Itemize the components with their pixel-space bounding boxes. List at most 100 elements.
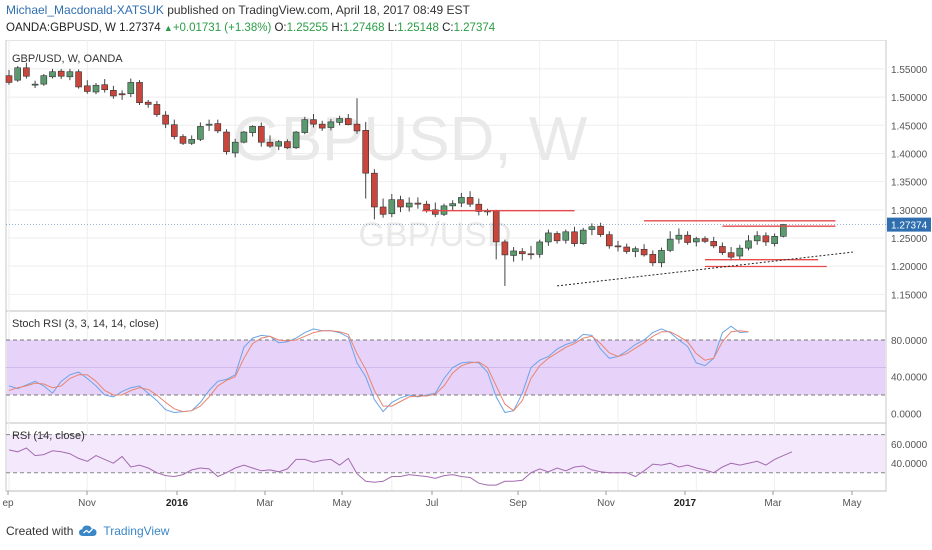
candle-body — [75, 71, 82, 88]
candle-body — [527, 253, 535, 256]
time-axis-label: Nov — [597, 498, 615, 509]
price-axis-label: 1.55000 — [891, 65, 928, 76]
candle-body — [310, 119, 317, 125]
quote-bar: OANDA:GBPUSD, W 1.27374 ▲+0.01731 (+1.38… — [6, 22, 495, 34]
candle-body — [492, 210, 500, 243]
candle-body — [562, 231, 570, 241]
candle-body — [449, 203, 457, 207]
time-axis-label: Mar — [764, 498, 782, 509]
candle-body — [284, 141, 291, 149]
candle-body — [301, 119, 309, 133]
rsi-band — [7, 434, 885, 473]
candle-body — [640, 248, 648, 256]
candle-body — [66, 71, 74, 78]
price-axis-label: 1.30000 — [891, 206, 928, 217]
candle-body — [510, 250, 517, 256]
footer: Created with TradingView — [6, 524, 169, 538]
publish-text: published on TradingView.com, April 18, … — [167, 3, 470, 17]
candle-body — [501, 241, 509, 256]
candle-body — [327, 121, 335, 128]
candle-body — [753, 235, 761, 242]
last-price-tag — [887, 217, 931, 232]
candle-body — [249, 126, 256, 133]
time-axis-label: May — [333, 498, 352, 509]
stoch-pane-title: Stoch RSI (3, 3, 14, 14, close) — [12, 318, 159, 330]
open-value: 1.25255 — [286, 22, 329, 34]
last-price: 1.27374 — [119, 22, 161, 34]
rsi-axis-label: 40.0000 — [891, 459, 928, 470]
candle-body — [597, 225, 604, 235]
candle-body — [118, 93, 126, 96]
price-axis-label: 1.35000 — [891, 178, 928, 189]
ascending-trendline — [557, 251, 853, 287]
candle-body — [344, 118, 352, 126]
candle-body — [336, 118, 343, 123]
candle-body — [205, 123, 213, 126]
up-arrow-icon: ▲ — [163, 23, 173, 33]
price-change: +0.01731 (+1.38%) — [172, 22, 272, 34]
candle-body — [214, 123, 222, 132]
candle-body — [579, 229, 587, 244]
price-axis-label: 1.15000 — [891, 290, 928, 301]
candle-body — [536, 241, 544, 255]
open-label: O: — [274, 22, 287, 34]
candle-body — [362, 130, 370, 174]
candle-body — [762, 235, 770, 243]
created-with-label: Created with — [6, 524, 74, 538]
rsi-axis-label: 60.0000 — [891, 440, 928, 451]
stoch-axis-label: 80.0000 — [891, 336, 928, 347]
watermark-pair: GBP/USD — [358, 216, 511, 254]
candle-body — [275, 141, 283, 147]
candle-body — [188, 139, 195, 144]
time-axis-label: Jul — [426, 498, 439, 509]
candle-body — [675, 234, 683, 240]
candle-body — [736, 247, 744, 257]
candle-body — [414, 202, 422, 205]
candle-body — [553, 233, 561, 242]
candle-body — [92, 84, 100, 93]
candle-body — [431, 209, 439, 215]
candle-body — [692, 238, 700, 243]
chart-canvas[interactable]: GBPUSD, W GBP/USD 1.27374 1.55000 1.50000 1.4… — [0, 40, 932, 520]
close-value: 1.27374 — [453, 22, 496, 34]
time-axis-label: Mar — [256, 498, 274, 509]
time-axis-label: May — [843, 498, 862, 509]
candle-body — [649, 254, 657, 264]
stoch-axis-label: 40.0000 — [891, 373, 928, 384]
stoch-d-line — [8, 330, 749, 413]
candle-body — [658, 250, 665, 264]
rsi-pane-title: RSI (14, close) — [12, 430, 85, 442]
candle-body — [127, 82, 135, 95]
author-link[interactable]: Michael_Macdonald-XATSUK — [6, 3, 164, 17]
candle-body — [371, 172, 378, 208]
candle-body — [101, 84, 108, 91]
candle-body — [588, 226, 596, 230]
candle-body — [223, 131, 230, 153]
candle-body — [110, 90, 117, 97]
candle-body — [57, 70, 65, 77]
price-axis-label: 1.20000 — [891, 262, 928, 273]
candle-body — [397, 199, 404, 208]
candle-body — [771, 236, 778, 244]
tradingview-brand-link[interactable]: TradingView — [103, 524, 170, 538]
candle-body — [179, 136, 187, 144]
candle-body — [545, 232, 552, 243]
candle-body — [666, 238, 674, 251]
candle-body — [719, 246, 726, 253]
stoch-axis-label: 0.0000 — [891, 409, 922, 420]
last-price-tag-label: 1.27374 — [891, 221, 928, 232]
candle-body — [475, 203, 483, 212]
tradingview-cloud-icon — [79, 525, 97, 536]
candle-body — [231, 141, 239, 154]
candle-body — [701, 238, 709, 242]
watermark-symbol: GBPUSD, W — [233, 105, 588, 174]
time-axis-label: Sep — [509, 498, 527, 509]
candle-body — [571, 231, 578, 244]
low-label: L: — [387, 22, 398, 34]
time-axis-label: ep — [2, 498, 14, 509]
time-axis-label: Nov — [78, 498, 96, 509]
publish-info: Michael_Macdonald-XATSUK published on Tr… — [6, 3, 470, 17]
candle-body — [257, 126, 265, 143]
candle-body — [623, 246, 631, 252]
candle-body — [240, 131, 248, 143]
